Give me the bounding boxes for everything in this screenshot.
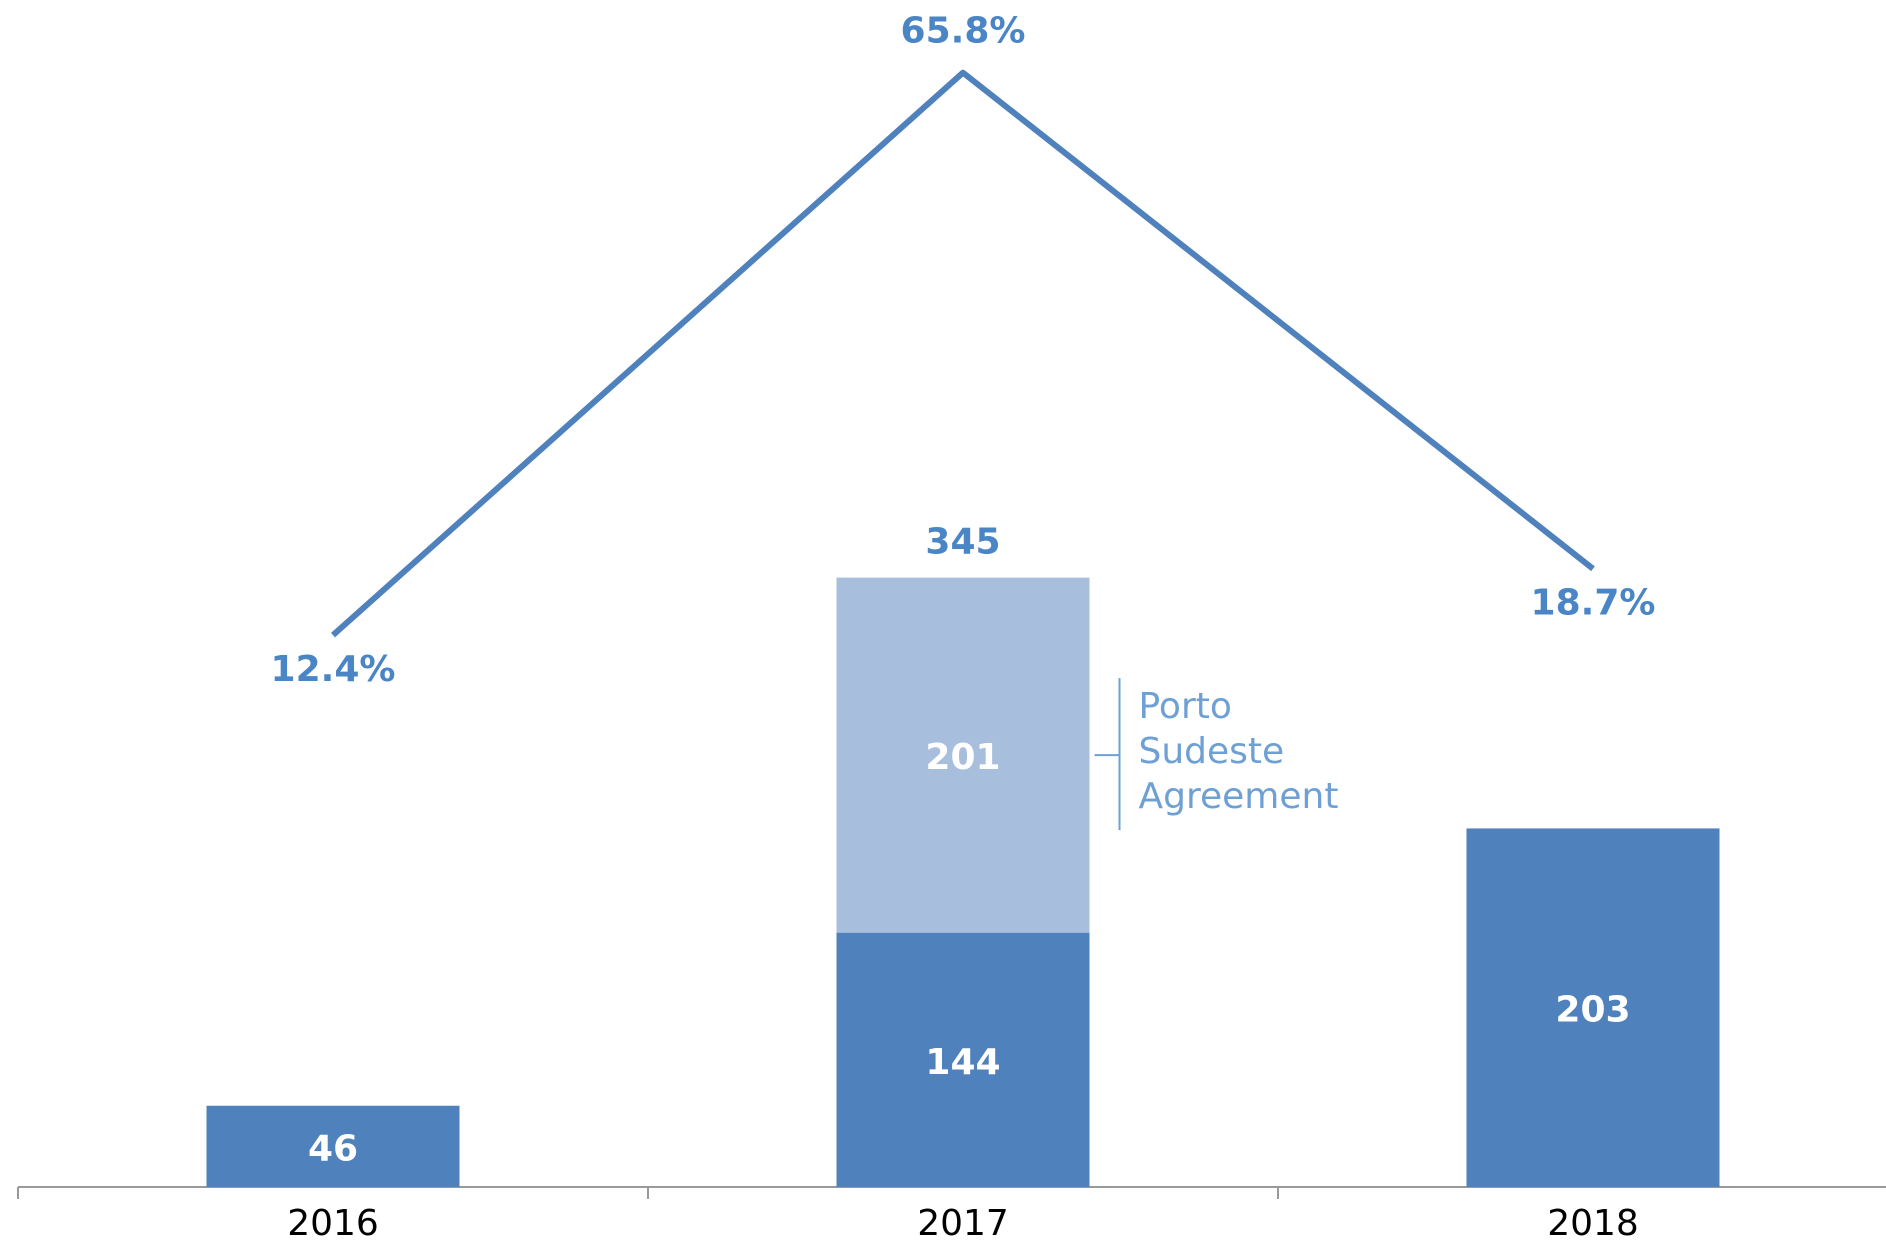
bar-segment: [836, 577, 1090, 933]
bar-value-label: 144: [925, 1042, 1000, 1083]
annotation: Porto Sudeste Agreement: [1139, 686, 1339, 817]
x-tick-label: 2017: [917, 1203, 1009, 1244]
line-value-label: 12.4%: [271, 649, 396, 690]
bar-value-label: 201: [925, 737, 1000, 778]
line-value-label: 65.8%: [901, 11, 1026, 52]
bar-segment: [206, 1105, 460, 1187]
line-value-label: 18.7%: [1531, 583, 1656, 624]
total-label: 345: [925, 522, 1000, 563]
bar-value-label: 46: [308, 1128, 358, 1169]
x-tick-label: 2018: [1547, 1203, 1639, 1244]
x-tick-label: 2016: [287, 1203, 379, 1244]
line: [331, 69, 1595, 638]
bar-value-label: 203: [1555, 990, 1630, 1031]
bar-segment: [1466, 828, 1720, 1187]
bar-segment: [836, 932, 1090, 1187]
